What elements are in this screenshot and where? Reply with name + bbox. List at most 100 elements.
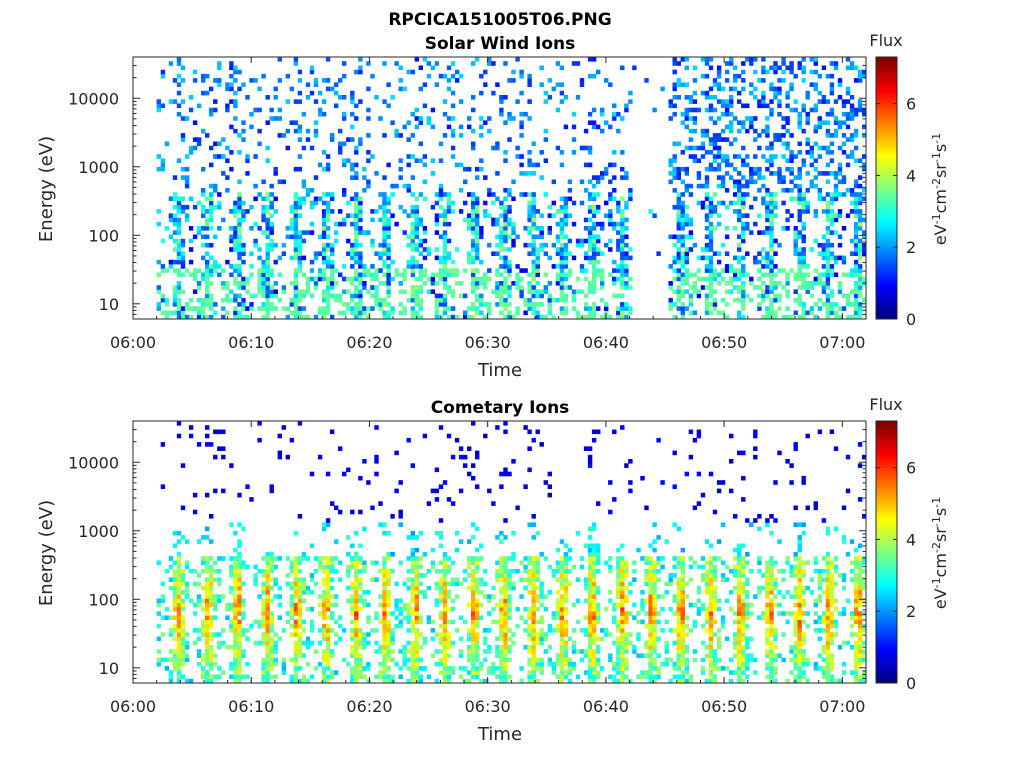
heatmap-cell [531, 573, 536, 578]
heatmap-cell [229, 289, 234, 294]
heatmap-cell [624, 281, 629, 286]
x-tick-label: 06:40 [583, 333, 629, 352]
heatmap-cell [515, 606, 520, 612]
heatmap-cell [491, 221, 496, 227]
heatmap-cell [793, 272, 798, 278]
heatmap-cell [442, 657, 448, 663]
heatmap-cell [209, 86, 214, 92]
colorbar-segment [876, 281, 897, 285]
heatmap-cell [741, 293, 746, 299]
heatmap-cell [499, 285, 504, 290]
heatmap-cell [724, 289, 730, 294]
heatmap-cell [438, 196, 444, 202]
heatmap-cell [334, 556, 339, 561]
heatmap-cell [503, 615, 508, 620]
heatmap-cell [398, 674, 403, 680]
heatmap-cell [825, 297, 831, 303]
colorbar-segment [876, 237, 897, 241]
heatmap-cell [265, 234, 270, 240]
heatmap-cell [410, 213, 415, 218]
heatmap-cell [257, 276, 262, 282]
heatmap-cell [289, 297, 294, 303]
heatmap-cell [261, 281, 266, 286]
heatmap-cell [253, 619, 258, 625]
heatmap-cell [354, 602, 359, 608]
heatmap-cell [491, 289, 496, 294]
heatmap-cell [620, 255, 625, 261]
heatmap-cell [696, 145, 702, 151]
heatmap-cell [716, 200, 722, 206]
heatmap-cell [789, 107, 794, 113]
heatmap-cell [499, 573, 504, 578]
heatmap-cell [491, 90, 496, 96]
heatmap-cell [587, 230, 593, 235]
heatmap-cell [704, 247, 710, 252]
heatmap-cell [438, 611, 444, 616]
heatmap-cell [555, 209, 561, 214]
heatmap-cell [382, 61, 387, 66]
heatmap-cell [201, 666, 206, 671]
heatmap-cell [192, 234, 198, 240]
heatmap-cell [261, 573, 266, 578]
colorbar-segment [876, 289, 897, 294]
heatmap-cell [269, 221, 274, 227]
heatmap-cell [209, 598, 214, 604]
heatmap-cell [196, 310, 202, 316]
heatmap-cell [559, 539, 565, 544]
heatmap-cell [321, 590, 327, 595]
heatmap-cell [442, 568, 448, 574]
heatmap-cell [201, 628, 206, 633]
heatmap-cell [196, 268, 202, 273]
heatmap-cell [309, 293, 315, 299]
heatmap-cell [321, 526, 327, 532]
heatmap-cell [797, 171, 802, 176]
heatmap-cell [273, 196, 278, 202]
heatmap-cell [471, 573, 476, 578]
heatmap-cell [781, 116, 786, 121]
heatmap-cell [535, 585, 540, 591]
heatmap-cell [289, 585, 294, 591]
heatmap-cell [434, 602, 440, 608]
heatmap-cell [422, 82, 428, 87]
heatmap-cell [330, 628, 335, 633]
heatmap-cell [547, 226, 552, 231]
heatmap-cell [680, 314, 685, 320]
heatmap-cell [180, 590, 186, 595]
colorbar-segment [876, 129, 897, 134]
heatmap-cell [495, 645, 500, 650]
heatmap-cell [777, 171, 782, 176]
heatmap-cell [265, 556, 270, 561]
heatmap-cell [450, 154, 456, 159]
heatmap-cell [620, 310, 625, 316]
heatmap-cell [442, 217, 448, 223]
heatmap-cell [737, 247, 742, 252]
heatmap-cell [430, 272, 436, 278]
heatmap-cell [196, 636, 202, 642]
heatmap-cell [680, 276, 685, 282]
heatmap-cell [180, 272, 186, 278]
heatmap-cell [741, 145, 746, 151]
heatmap-cell [507, 217, 512, 223]
heatmap-cell [338, 209, 343, 214]
heatmap-cell [350, 255, 355, 261]
heatmap-cell [414, 276, 419, 282]
heatmap-cell [567, 196, 573, 202]
heatmap-cell [229, 226, 234, 231]
heatmap-cell [495, 293, 500, 299]
heatmap-cell [708, 272, 714, 278]
heatmap-cell [475, 213, 480, 218]
heatmap-cell [233, 661, 238, 667]
heatmap-cell [729, 103, 734, 109]
heatmap-cell [446, 619, 452, 625]
heatmap-cell [350, 645, 355, 650]
heatmap-cell [612, 276, 617, 282]
heatmap-cell [418, 297, 423, 303]
heatmap-cell [325, 649, 331, 654]
heatmap-cell [273, 116, 278, 121]
heatmap-cell [398, 65, 403, 71]
heatmap-cell [410, 230, 415, 235]
heatmap-cell [853, 297, 859, 303]
heatmap-cell [769, 111, 774, 117]
heatmap-cell [825, 259, 831, 265]
heatmap-cell [180, 581, 186, 587]
